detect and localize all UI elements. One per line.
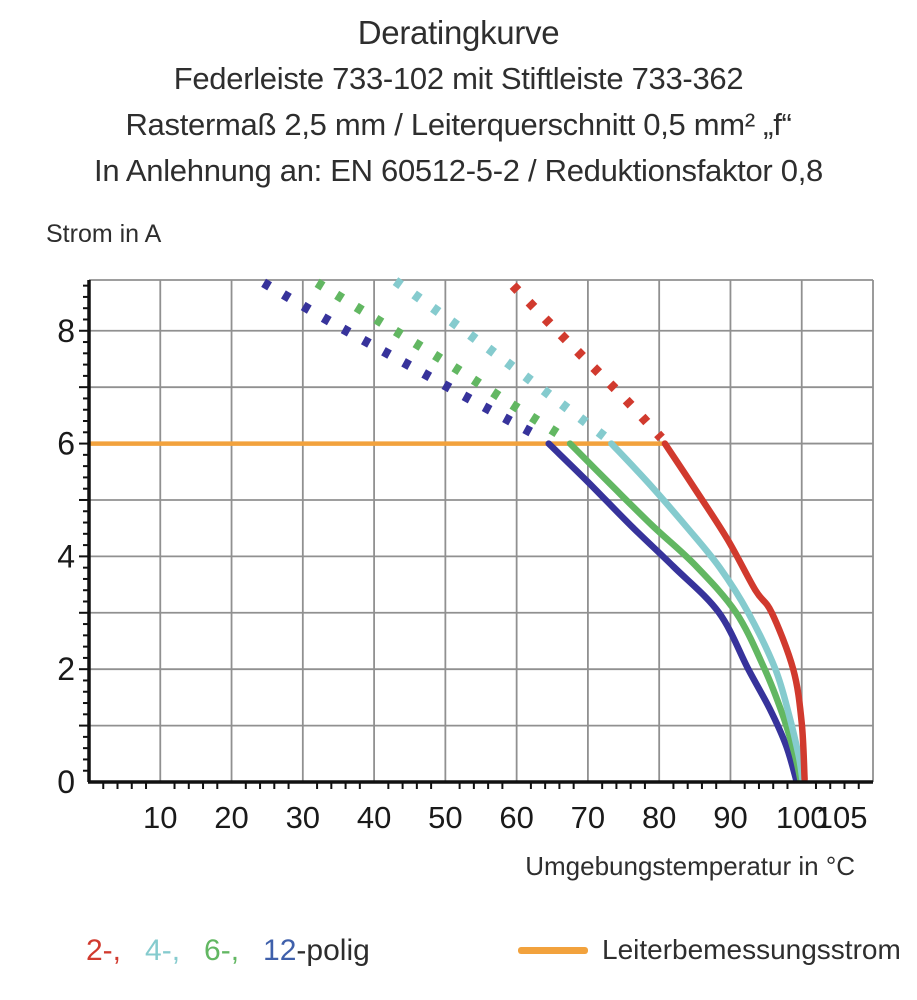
reference-line-swatch: [518, 946, 588, 954]
series-4-polig-solid: [608, 440, 806, 783]
series-12-polig-solid: [545, 440, 800, 783]
legend-reference: Leiterbemessungsstrom: [518, 934, 901, 966]
x-tick-label: 105: [816, 800, 868, 835]
legend-poles: 2-, 4-, 6-, 12-polig: [86, 934, 370, 968]
y-axis-title: Strom in A: [46, 220, 162, 248]
title-block: Deratingkurve Federleiste 733-102 mit St…: [0, 10, 917, 194]
legend-item-2polig: 2-,: [86, 934, 122, 967]
x-tick-label: 50: [428, 800, 462, 835]
page-title: Deratingkurve: [357, 14, 560, 51]
series-6-polig-dashed: [314, 278, 570, 444]
series-4-polig-dashed: [392, 277, 611, 443]
x-tick-label: 40: [357, 800, 391, 835]
y-tick-label: 0: [57, 764, 75, 800]
x-tick-label: 80: [642, 800, 676, 835]
x-tick-label: 90: [713, 800, 747, 835]
legend-item-6polig: 6-,: [204, 934, 240, 967]
reference-line-label: Leiterbemessungsstrom: [602, 934, 901, 965]
x-tick-label: 30: [286, 800, 320, 835]
subtitle-spec: Rastermaß 2,5 mm / Leiterquerschnitt 0,5…: [125, 107, 792, 142]
x-axis-title: Umgebungstemperatur in °C: [525, 851, 855, 881]
x-tick-label: 10: [143, 800, 177, 835]
legend-item-4polig: 4-,: [145, 934, 181, 967]
series-12-polig-dashed: [261, 278, 546, 444]
x-tick-label: 70: [571, 800, 605, 835]
x-tick-label: 60: [499, 800, 533, 835]
legend-item-12polig: 12: [263, 934, 297, 967]
y-tick-label: 6: [57, 426, 75, 462]
x-tick-label: 100: [776, 800, 828, 835]
subtitle-standard: In Anlehnung an: EN 60512-5-2 / Reduktio…: [94, 153, 823, 188]
y-tick-label: 8: [57, 313, 75, 349]
x-tick-label: 20: [214, 800, 248, 835]
subtitle-product: Federleiste 733-102 mit Stiftleiste 733-…: [173, 61, 744, 96]
legend-poles-suffix: -polig: [296, 934, 370, 967]
series-2-polig-solid: [661, 440, 808, 783]
series-6-polig-solid: [566, 440, 804, 783]
y-tick-label: 2: [57, 651, 75, 687]
y-tick-label: 4: [57, 538, 75, 574]
